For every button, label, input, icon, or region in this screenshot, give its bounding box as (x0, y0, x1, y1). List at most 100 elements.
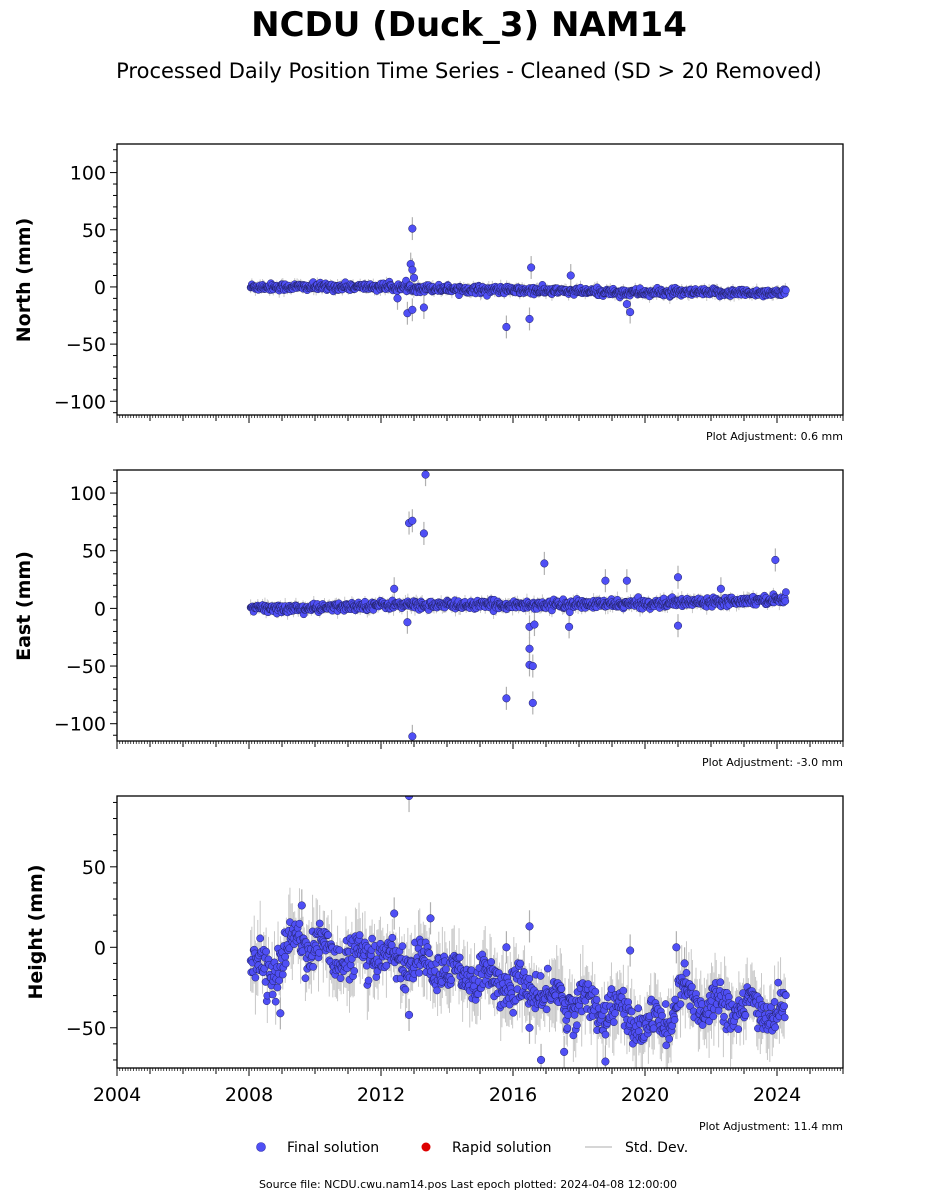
final-solution-point (741, 1011, 750, 1019)
final-solution-point (315, 948, 323, 957)
final-solution-point (262, 947, 270, 956)
north-panel: North (mm) Plot Adjustment: 0.6 mm −100 −… (13, 143, 844, 443)
east-adjustment: Plot Adjustment: -3.0 mm (702, 756, 843, 769)
final-solution-point (573, 1021, 581, 1030)
final-solution-point (401, 985, 410, 994)
final-solution-point (781, 597, 790, 605)
y-tick-label: −50 (66, 1018, 106, 1040)
final-solution-point (662, 1041, 671, 1050)
outlier-point (408, 516, 417, 525)
outlier-point (566, 271, 575, 280)
final-solution-point (658, 1011, 666, 1020)
final-solution-point (661, 1000, 670, 1008)
outlier-point (426, 914, 435, 923)
final-solution-point (564, 1011, 572, 1019)
final-solution-point (368, 934, 376, 943)
final-solution-point (275, 976, 284, 985)
final-solution-point (705, 1017, 713, 1026)
outlier-point (525, 314, 534, 323)
outlier-point (405, 1010, 414, 1019)
final-solution-point (619, 986, 628, 995)
final-solution-point (771, 1023, 780, 1032)
final-solution-point (525, 974, 534, 983)
outlier-point (528, 698, 537, 707)
final-solution-point (382, 961, 391, 970)
y-tick-label: −50 (66, 334, 106, 356)
final-solution-point (268, 990, 277, 999)
y-tick-label: 50 (82, 220, 106, 242)
final-solution-point (687, 983, 696, 991)
final-solution-point (543, 964, 552, 973)
outlier-point (276, 1009, 285, 1018)
height-ylabel: Height (mm) (25, 864, 47, 999)
final-solution-point (714, 1006, 723, 1015)
outlier-point (560, 1047, 569, 1056)
outlier-point (502, 694, 511, 703)
outlier-point (680, 959, 689, 968)
y-tick-label: 0 (94, 598, 106, 620)
final-solution-point (627, 1007, 636, 1016)
final-solution-point (301, 974, 310, 983)
final-solution-point (271, 997, 280, 1006)
outlier-point (419, 303, 428, 312)
final-solution-point (516, 959, 525, 968)
y-tick-label: 50 (82, 857, 106, 879)
final-solution-point (442, 965, 450, 973)
final-solution-point (770, 998, 779, 1006)
final-solution-point (584, 980, 593, 988)
final-solution-point (676, 1000, 685, 1008)
final-solution-point (609, 1018, 618, 1027)
final-solution-point (591, 987, 600, 996)
final-solution-point (607, 985, 616, 993)
outlier-point (540, 559, 549, 568)
outlier-point (408, 265, 417, 274)
outlier-point (409, 273, 419, 282)
final-solution-point (782, 991, 790, 1000)
y-tick-label: −50 (66, 656, 106, 678)
final-solution-point (487, 958, 496, 966)
final-solution-point (315, 919, 324, 928)
outlier-point (771, 555, 780, 564)
east-panel: East (mm) Plot Adjustment: -3.0 mm −100 −… (13, 469, 844, 769)
final-solution-point (335, 946, 344, 954)
outlier-point (525, 1023, 534, 1032)
outlier-point (565, 622, 574, 631)
final-solution-point (251, 973, 260, 982)
final-solution-point (671, 995, 680, 1004)
height-panel: Height (mm) Plot Adjustment: 11.4 mm −50… (25, 795, 844, 1133)
outlier-point (601, 1057, 610, 1066)
final-solution-point (570, 1011, 579, 1019)
y-tick-label: 50 (82, 541, 106, 563)
final-solution-point (601, 1030, 610, 1039)
outlier-point (672, 943, 681, 952)
north-std-dev-bars (250, 217, 786, 339)
outlier-point (502, 943, 511, 952)
height-plot-area (246, 796, 790, 1068)
final-solution-point (336, 974, 345, 983)
north-ylabel: North (mm) (13, 218, 35, 343)
outlier-point (390, 584, 399, 593)
outlier-point (390, 909, 399, 918)
outlier-point (537, 1055, 546, 1065)
final-solution-point (273, 983, 282, 992)
final-solution-point (782, 286, 790, 295)
final-solution-point (324, 931, 332, 939)
final-solution-point (295, 919, 304, 928)
chart-subtitle: Processed Daily Position Time Series - C… (116, 59, 822, 83)
final-solution-point (698, 1021, 707, 1029)
north-axes-frame (116, 143, 844, 416)
outlier-point (408, 305, 417, 314)
final-solution-point (670, 1016, 679, 1024)
final-solution-point (665, 1035, 674, 1043)
final-solution-point (557, 984, 566, 993)
outlier-point (528, 661, 537, 671)
final-solution-point (309, 963, 318, 971)
outlier-point (626, 946, 635, 955)
final-solution-point (415, 969, 423, 977)
outlier-point (673, 573, 683, 582)
final-solution-point (536, 972, 545, 980)
height-std-dev-bars (250, 796, 786, 1068)
outlier-point (502, 322, 511, 332)
east-final-points (246, 470, 790, 741)
